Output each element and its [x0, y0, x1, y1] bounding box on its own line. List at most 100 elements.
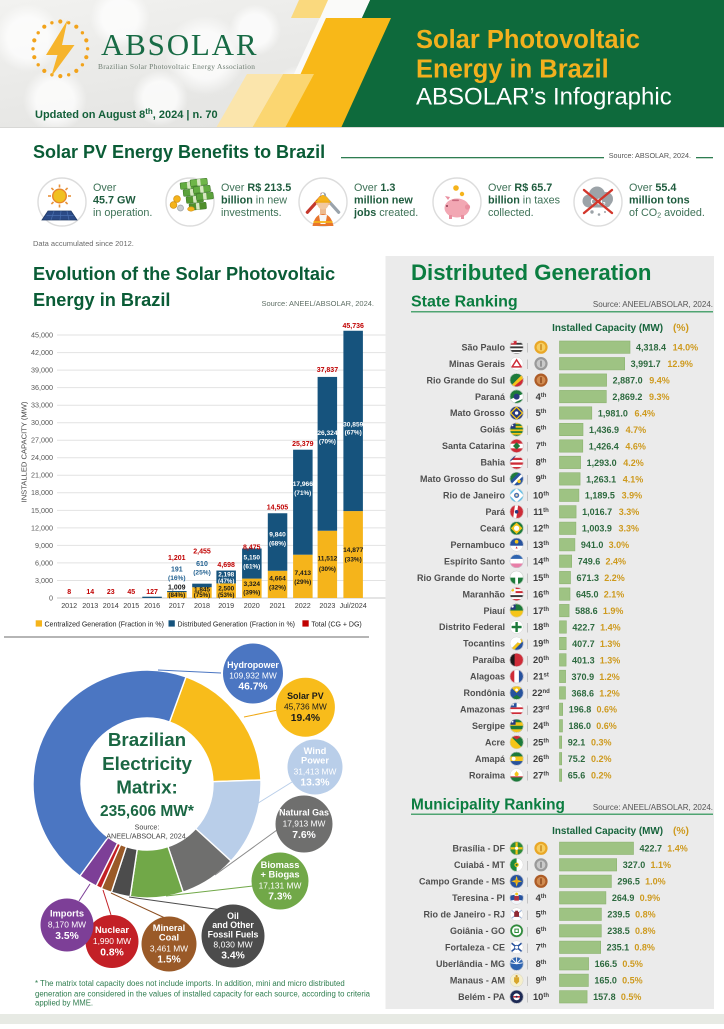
svg-text:|: |: [526, 392, 529, 403]
svg-text:7.6%: 7.6%: [292, 830, 315, 841]
svg-text:7th: 7th: [536, 441, 547, 451]
svg-text:235.1: 235.1: [607, 943, 630, 953]
svg-text:Matrix:: Matrix:: [116, 777, 178, 798]
svg-text:Energy in Brazil: Energy in Brazil: [416, 56, 609, 84]
svg-text:Over 55.4: Over 55.4: [629, 182, 676, 194]
svg-text:Source:: Source:: [135, 823, 160, 832]
svg-text:2,887.0: 2,887.0: [613, 376, 643, 386]
svg-text:401.3: 401.3: [572, 655, 595, 665]
svg-text:21st: 21st: [533, 672, 549, 682]
svg-text:191: 191: [171, 567, 183, 574]
svg-text:5th: 5th: [536, 910, 547, 920]
svg-text:14th: 14th: [533, 556, 549, 566]
svg-text:(68%): (68%): [269, 541, 286, 548]
svg-text:749.6: 749.6: [578, 557, 601, 567]
svg-text:65.6: 65.6: [568, 771, 586, 781]
svg-text:20th: 20th: [533, 655, 549, 665]
svg-text:1.3%: 1.3%: [600, 639, 621, 649]
svg-text:Biomass: Biomass: [261, 860, 300, 870]
svg-text:157.8: 157.8: [593, 992, 616, 1002]
svg-text:Municipality Ranking: Municipality Ranking: [411, 797, 565, 814]
svg-text:4th: 4th: [536, 893, 547, 903]
svg-text:165.0: 165.0: [594, 976, 617, 986]
svg-text:|: |: [526, 590, 529, 601]
svg-text:3.3%: 3.3%: [619, 507, 640, 517]
svg-text:Energy in Brazil: Energy in Brazil: [33, 290, 170, 310]
svg-text:10th: 10th: [533, 491, 549, 501]
svg-text:22nd: 22nd: [532, 688, 550, 698]
svg-text:238.5: 238.5: [607, 926, 630, 936]
svg-text:Solar PV Energy Benefits to Br: Solar PV Energy Benefits to Brazil: [33, 142, 325, 162]
svg-text:0.5%: 0.5%: [621, 992, 642, 1002]
svg-text:6.4%: 6.4%: [634, 408, 655, 418]
svg-text:45: 45: [127, 589, 135, 596]
svg-text:(16%): (16%): [168, 575, 186, 582]
svg-text:24,000: 24,000: [31, 453, 53, 462]
svg-text:1.0%: 1.0%: [645, 877, 666, 887]
svg-text:1.4%: 1.4%: [600, 622, 621, 632]
svg-text:0.8%: 0.8%: [634, 943, 655, 953]
svg-text:|: |: [526, 474, 529, 485]
svg-text:8,030 MW: 8,030 MW: [213, 940, 253, 950]
svg-text:2.4%: 2.4%: [605, 557, 626, 567]
svg-text:|: |: [526, 573, 529, 584]
svg-text:|: |: [526, 639, 529, 650]
svg-text:Amazonas: Amazonas: [460, 705, 505, 715]
svg-text:645.0: 645.0: [576, 590, 599, 600]
svg-text:Jul/2024: Jul/2024: [340, 601, 367, 610]
svg-text:(53%): (53%): [218, 592, 235, 599]
svg-text:|: |: [526, 655, 529, 666]
svg-text:0.5%: 0.5%: [622, 976, 643, 986]
svg-text:Source: ANEEL/ABSOLAR, 2024.: Source: ANEEL/ABSOLAR, 2024.: [261, 299, 374, 308]
svg-text:26th: 26th: [533, 754, 549, 764]
svg-text:Distributed Generation: Distributed Generation: [411, 260, 651, 285]
svg-text:9,000: 9,000: [35, 541, 53, 550]
svg-text:7th: 7th: [536, 943, 547, 953]
svg-text:|: |: [526, 844, 529, 855]
svg-text:Installed Capacity (MW): Installed Capacity (MW): [552, 323, 663, 334]
svg-text:9.3%: 9.3%: [649, 392, 670, 402]
svg-text:Wind: Wind: [304, 746, 327, 756]
svg-text:|: |: [526, 507, 529, 518]
svg-text:|: |: [526, 343, 529, 354]
svg-text:166.5: 166.5: [595, 959, 618, 969]
svg-text:generation are considered in t: generation are considered in the values …: [35, 990, 371, 999]
svg-text:3.3%: 3.3%: [619, 524, 640, 534]
svg-text:Rio Grande do Norte: Rio Grande do Norte: [417, 573, 505, 583]
svg-text:10th: 10th: [533, 992, 549, 1002]
svg-text:|: |: [526, 458, 529, 469]
svg-text:Acre: Acre: [485, 737, 505, 747]
svg-text:1,845: 1,845: [194, 587, 210, 594]
svg-text:5,150: 5,150: [244, 555, 261, 562]
svg-text:Rondônia: Rondônia: [464, 688, 506, 698]
svg-text:0.6%: 0.6%: [596, 721, 617, 731]
svg-text:(70%): (70%): [319, 439, 336, 446]
svg-text:2013: 2013: [82, 601, 98, 610]
svg-text:1,293.0: 1,293.0: [587, 458, 617, 468]
svg-text:3.0%: 3.0%: [609, 540, 630, 550]
svg-text:17,966: 17,966: [293, 481, 314, 488]
svg-text:São Paulo: São Paulo: [461, 342, 505, 352]
svg-text:3,000: 3,000: [35, 576, 53, 585]
svg-text:Piauí: Piauí: [483, 606, 505, 616]
svg-text:1,263.1: 1,263.1: [586, 474, 616, 484]
svg-text:12,000: 12,000: [31, 523, 53, 532]
svg-text:45,000: 45,000: [31, 330, 53, 339]
svg-text:2020: 2020: [244, 601, 260, 610]
svg-text:2.2%: 2.2%: [604, 573, 625, 583]
svg-text:Oil: Oil: [227, 911, 239, 921]
svg-text:0.3%: 0.3%: [591, 738, 612, 748]
svg-text:|: |: [526, 926, 529, 937]
svg-text:196.8: 196.8: [569, 705, 592, 715]
svg-text:Paraná: Paraná: [475, 392, 506, 402]
svg-text:1.1%: 1.1%: [650, 860, 671, 870]
svg-text:Brazilian Solar Photovoltaic E: Brazilian Solar Photovoltaic Energy Asso…: [98, 62, 255, 71]
svg-text:|: |: [526, 376, 529, 387]
svg-text:|: |: [526, 623, 529, 634]
svg-text:investments.: investments.: [221, 207, 282, 219]
svg-text:1,201: 1,201: [168, 555, 186, 562]
svg-text:30,859: 30,859: [343, 421, 364, 428]
svg-text:Teresina - PI: Teresina - PI: [452, 893, 505, 903]
svg-text:264.9: 264.9: [612, 893, 635, 903]
svg-text:Source: ANEEL/ABSOLAR, 2024.: Source: ANEEL/ABSOLAR, 2024.: [593, 803, 713, 812]
